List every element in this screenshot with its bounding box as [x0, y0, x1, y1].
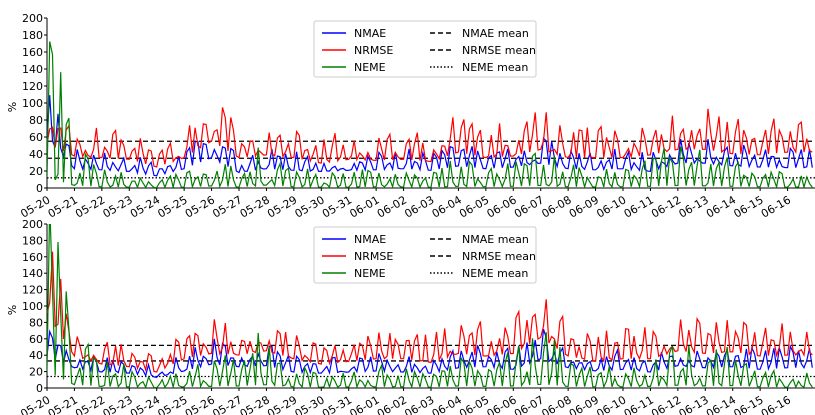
legend-label: NMAE mean [462, 233, 529, 246]
y-tick-label: 200 [22, 12, 43, 25]
y-axis-label: % [6, 102, 19, 112]
legend-box [313, 226, 537, 284]
x-tick-label: 05-21 [46, 193, 80, 220]
x-tick-label: 06-12 [649, 193, 683, 220]
x-tick-label: 05-20 [18, 193, 52, 220]
legend-label: NEME mean [462, 267, 528, 280]
y-tick-label: 0 [36, 382, 43, 395]
chart-panel-2: 020406080100120140160180200%05-2005-2105… [6, 218, 815, 415]
x-tick-label: 05-22 [73, 193, 107, 220]
x-tick-label: 06-14 [704, 193, 738, 220]
y-tick-label: 100 [22, 300, 43, 313]
x-tick-label: 06-10 [594, 193, 628, 220]
y-tick-label: 40 [29, 148, 43, 161]
x-tick-label: 05-26 [183, 193, 217, 220]
series-line-nrmse [47, 251, 813, 373]
x-tick-label: 06-16 [759, 193, 793, 220]
y-tick-label: 120 [22, 284, 43, 297]
y-axis-label: % [6, 305, 19, 315]
legend-label: NMAE [354, 233, 386, 246]
legend-label: NRMSE mean [462, 44, 536, 57]
x-tick-label: 06-03 [402, 193, 436, 220]
legend-label: NMAE mean [462, 27, 529, 40]
legend-label: NEME [354, 267, 386, 280]
series-line-nmae [47, 95, 813, 177]
y-tick-label: 20 [29, 366, 43, 379]
y-tick-label: 0 [36, 182, 43, 195]
legend-label: NRMSE [354, 44, 393, 57]
y-tick-label: 80 [29, 114, 43, 127]
plot-area [47, 224, 815, 388]
y-tick-label: 40 [29, 349, 43, 362]
chart-panel-1: 020406080100120140160180200%05-2005-2105… [6, 12, 815, 221]
x-tick-label: 06-06 [485, 193, 519, 220]
y-tick-label: 60 [29, 131, 43, 144]
x-tick-label: 06-04 [430, 193, 464, 220]
y-tick-label: 140 [22, 63, 43, 76]
series-line-neme [47, 41, 813, 188]
legend-label: NRMSE mean [462, 250, 536, 263]
series-line-neme [47, 224, 813, 388]
x-tick-label: 05-29 [265, 193, 299, 220]
y-tick-label: 160 [22, 251, 43, 264]
x-tick-label: 06-02 [375, 193, 409, 220]
x-tick-label: 05-23 [101, 193, 135, 220]
x-tick-label: 05-27 [210, 193, 244, 220]
y-tick-label: 180 [22, 29, 43, 42]
x-tick-label: 05-25 [155, 193, 189, 220]
legend-label: NRMSE [354, 250, 393, 263]
legend-label: NEME [354, 61, 386, 74]
x-tick-label: 06-09 [567, 193, 601, 220]
y-tick-label: 80 [29, 316, 43, 329]
y-tick-label: 140 [22, 267, 43, 280]
y-tick-label: 200 [22, 218, 43, 231]
x-tick-label: 05-24 [128, 193, 162, 220]
x-tick-label: 06-08 [539, 193, 573, 220]
x-tick-label: 05-28 [238, 193, 272, 220]
x-tick-label: 05-30 [293, 193, 327, 220]
x-tick-label: 06-07 [512, 193, 546, 220]
legend-box [313, 20, 537, 78]
y-tick-label: 180 [22, 234, 43, 247]
y-tick-label: 160 [22, 46, 43, 59]
series-line-nrmse [47, 107, 813, 168]
legend-label: NEME mean [462, 61, 528, 74]
x-tick-label: 06-15 [731, 193, 765, 220]
legend-label: NMAE [354, 27, 386, 40]
x-tick-label: 06-05 [457, 193, 491, 220]
plot-area [47, 41, 815, 188]
x-tick-label: 05-31 [320, 193, 354, 220]
x-tick-label: 06-11 [622, 193, 656, 220]
x-tick-label: 06-01 [347, 193, 381, 220]
y-tick-label: 60 [29, 333, 43, 346]
y-tick-label: 20 [29, 165, 43, 178]
x-tick-label: 06-13 [677, 193, 711, 220]
y-tick-label: 120 [22, 80, 43, 93]
series-line-nmae [47, 328, 813, 378]
y-tick-label: 100 [22, 97, 43, 110]
